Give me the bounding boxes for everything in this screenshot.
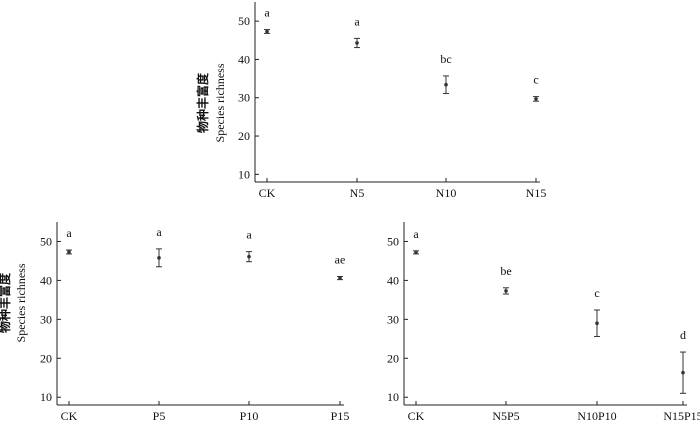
- significance-label: bc: [440, 52, 451, 66]
- y-tick-label: 20: [40, 351, 52, 365]
- x-tick-label: P10: [240, 409, 259, 423]
- y-tick-label: 20: [387, 351, 399, 365]
- y-tick-label: 50: [387, 234, 399, 248]
- data-point: [414, 250, 418, 255]
- x-tick-label: CK: [408, 409, 425, 423]
- significance-label: a: [264, 6, 270, 20]
- x-tick-label: P15: [331, 409, 350, 423]
- y-tick-label: 20: [238, 129, 250, 143]
- data-point: [595, 321, 599, 326]
- y-axis-label-cn: 物种丰富度: [195, 72, 210, 133]
- y-tick-label: 30: [238, 91, 250, 105]
- y-axis-label-en: Species richness: [14, 263, 28, 342]
- y-tick-label: 10: [40, 390, 52, 404]
- y-tick-label: 40: [387, 273, 399, 287]
- y-tick-label: 50: [40, 234, 52, 248]
- x-tick-label: P5: [153, 409, 166, 423]
- chart-panel-top: 物种丰富度 Species richness 10 20 30 40 50 CK a N5 a N…: [195, 2, 546, 200]
- data-point: [338, 276, 342, 280]
- significance-label: a: [156, 225, 162, 239]
- y-tick-label: 30: [40, 312, 52, 326]
- significance-label: a: [354, 14, 360, 28]
- significance-label: c: [594, 286, 599, 300]
- data-point: [534, 97, 538, 101]
- significance-label: d: [680, 328, 686, 342]
- data-point: [247, 254, 251, 259]
- significance-label: a: [66, 226, 72, 240]
- x-tick-label: N5: [350, 186, 365, 200]
- significance-label: a: [413, 227, 419, 241]
- chart-panel-bottom-left: 物种丰富度 Species richness 10 20 30 40 50 CK a P5 a P…: [0, 222, 349, 423]
- data-point: [355, 41, 359, 45]
- x-tick-label: N10: [436, 186, 457, 200]
- y-tick-label: 50: [238, 14, 250, 28]
- x-tick-label: N15: [526, 186, 547, 200]
- y-tick-label: 40: [40, 273, 52, 287]
- data-point: [157, 256, 161, 260]
- y-tick-label: 10: [238, 167, 250, 181]
- significance-label: be: [500, 264, 511, 278]
- x-tick-label: N5P5: [492, 409, 519, 423]
- significance-label: c: [533, 73, 538, 87]
- data-point: [444, 82, 448, 87]
- x-tick-label: CK: [61, 409, 78, 423]
- chart-panel-bottom-right: 10 20 30 40 50 CK a N5P5 be N10P10 c N15P15 d: [387, 222, 700, 423]
- x-tick-label: CK: [259, 186, 276, 200]
- x-tick-label: N15P15: [663, 409, 700, 423]
- data-point: [67, 250, 71, 254]
- y-tick-label: 10: [387, 390, 399, 404]
- y-axis-label-en: Species richness: [213, 63, 227, 142]
- data-point: [265, 29, 269, 34]
- x-tick-label: N10P10: [577, 409, 616, 423]
- significance-label: ae: [335, 253, 346, 267]
- data-point: [681, 370, 685, 375]
- y-tick-label: 30: [387, 312, 399, 326]
- y-tick-label: 40: [238, 52, 250, 66]
- data-point: [504, 289, 508, 293]
- significance-label: a: [246, 228, 252, 242]
- y-axis-label-cn: 物种丰富度: [0, 272, 12, 333]
